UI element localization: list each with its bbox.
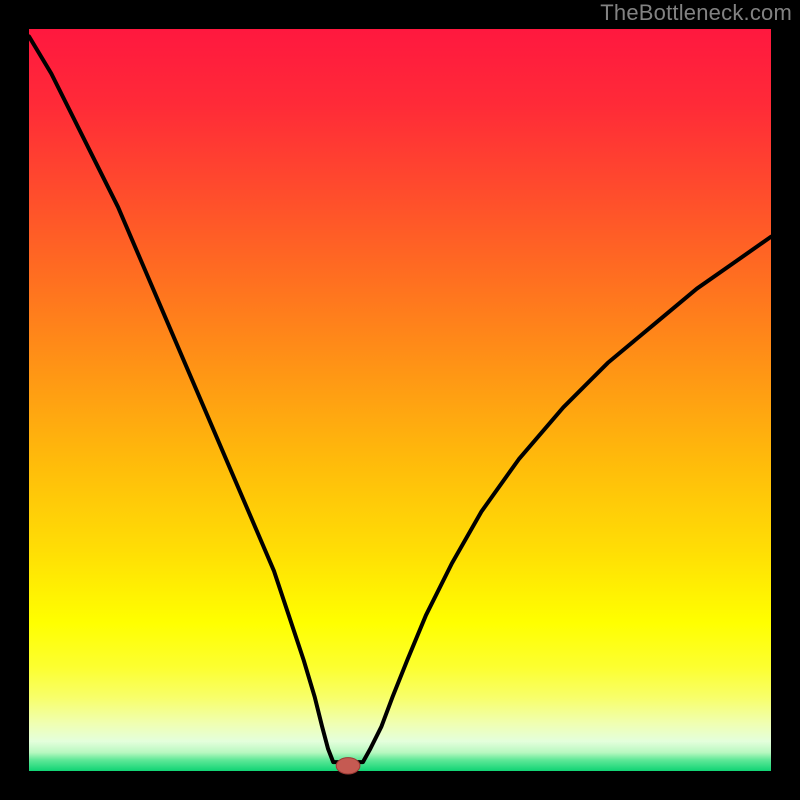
chart-container: TheBottleneck.com [0,0,800,800]
minimum-marker [336,758,360,774]
bottleneck-chart [0,0,800,800]
watermark: TheBottleneck.com [600,0,792,26]
